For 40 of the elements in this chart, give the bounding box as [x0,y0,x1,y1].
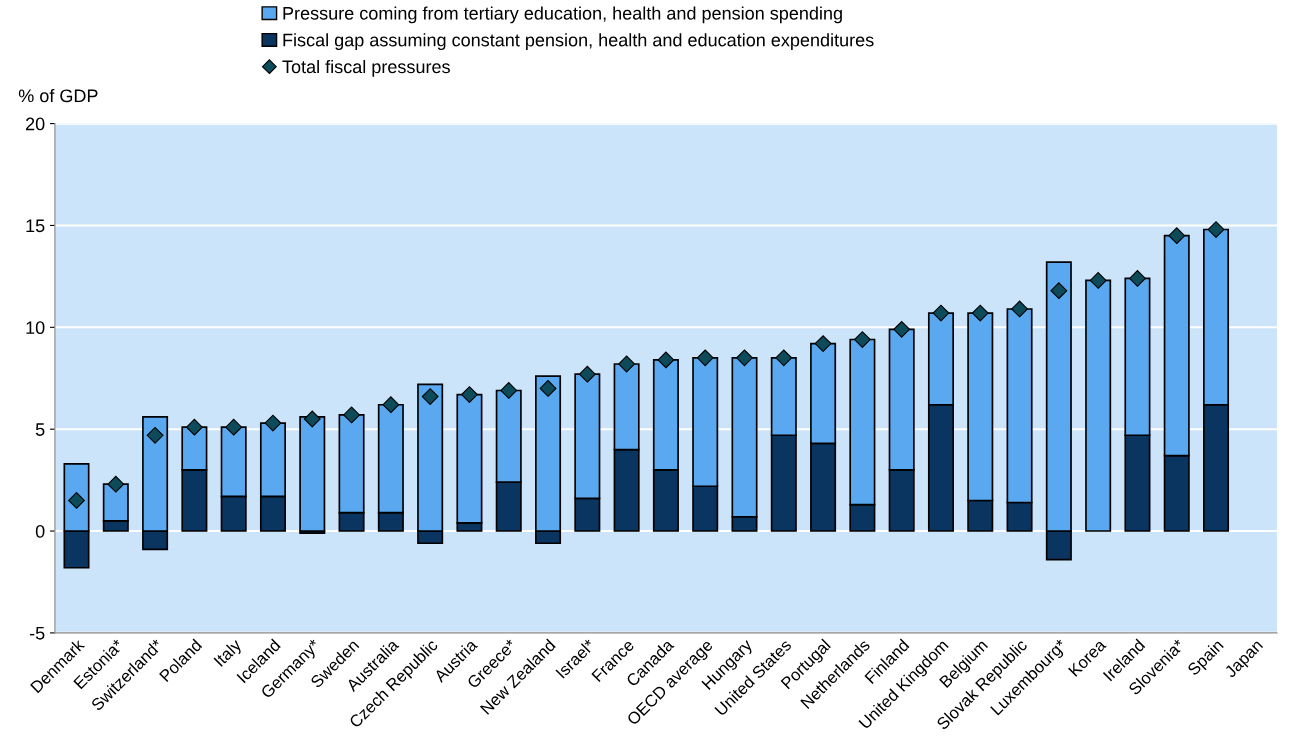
point [657,351,675,369]
point [146,426,164,444]
point [971,304,989,322]
legend-label: Fiscal gap assuming constant pension, health and education expenditures [283,33,874,51]
point [343,406,360,424]
point [107,475,125,493]
point [68,492,85,509]
y-tick-label: 0 [35,524,45,538]
point [539,380,557,397]
legend-label: Total fiscal pressures [282,59,450,77]
y-tick-label: 5 [35,423,45,436]
y-tick-label: 15 [26,219,45,233]
point [932,304,950,322]
point [853,331,871,348]
point [893,320,911,338]
point [736,349,753,367]
y-tick-label: -5 [29,627,45,640]
point [303,410,321,428]
point [1168,227,1186,245]
point [1089,272,1107,289]
point [775,349,793,367]
point [578,365,596,383]
point [1129,270,1146,287]
legend-label: Pressure coming from tertiary education, health and pension spending [283,6,842,24]
point [1011,300,1028,318]
point [421,388,439,405]
point [814,335,832,353]
y-tick-label: 10 [26,321,45,335]
point [264,414,282,432]
point [1207,221,1225,238]
point [461,386,478,403]
point [382,396,400,414]
point [500,382,518,399]
y-tick-label: 20 [26,117,45,131]
point [618,355,636,373]
point [1050,282,1068,300]
point [185,418,203,436]
y-axis-title: % of GDP [18,88,98,103]
point [696,349,714,367]
point [225,418,243,436]
